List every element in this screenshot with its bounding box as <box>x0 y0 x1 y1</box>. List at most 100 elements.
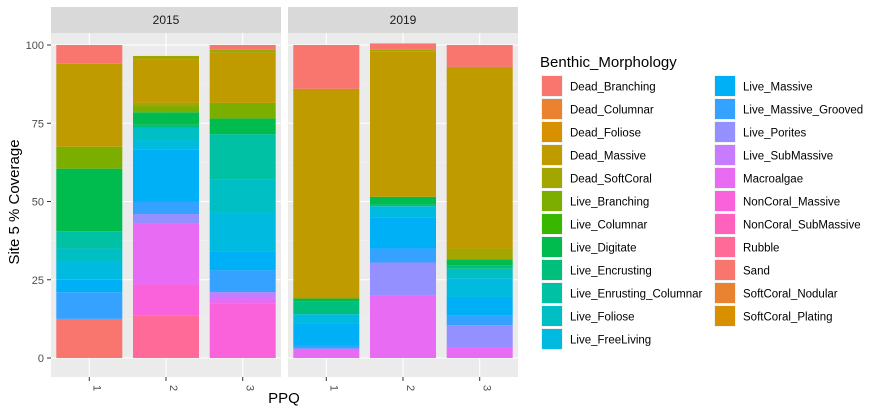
x-tick-label: 2 <box>404 385 416 391</box>
legend-label: Live_Branching <box>570 197 649 209</box>
bar-segment <box>446 268 513 279</box>
legend-label: Dead_Branching <box>570 82 656 94</box>
legend-label: SoftCoral_Plating <box>743 312 833 324</box>
legend-label: NonCoral_SubMassive <box>743 220 861 232</box>
bar-2019-2 <box>370 43 436 358</box>
legend-label: Dead_SoftCoral <box>570 174 652 186</box>
legend-swatch <box>715 168 735 188</box>
bar-segment <box>293 88 360 299</box>
legend-title: Benthic_Morphology <box>540 54 677 71</box>
bar-segment <box>56 292 123 319</box>
legend-item: Live_Branching <box>541 190 649 212</box>
legend-swatch <box>542 214 562 234</box>
legend-item: SoftCoral_Plating <box>714 305 833 327</box>
bar-segment <box>209 298 276 304</box>
legend-item: Dead_Foliose <box>541 121 641 143</box>
bar-segment <box>133 315 199 358</box>
legend-item: Dead_Branching <box>541 75 656 97</box>
facet-strip <box>51 7 281 33</box>
y-tick-label: 0 <box>38 353 44 365</box>
legend-swatch <box>715 76 735 96</box>
bar-segment <box>370 295 436 358</box>
bar-segment <box>209 134 276 180</box>
bar-2015-1 <box>56 45 123 358</box>
bar-segment <box>370 217 436 249</box>
facet-strip <box>288 7 518 33</box>
legend-item: Live_Foliose <box>541 305 635 327</box>
legend-label: Live_Digitate <box>570 243 636 255</box>
legend-swatch <box>542 306 562 326</box>
legend-label: Live_SubMassive <box>743 151 833 163</box>
bar-segment <box>56 45 123 64</box>
legend-label: Dead_Foliose <box>570 128 641 140</box>
bar-segment <box>209 251 276 271</box>
bar-2015-3 <box>209 45 276 358</box>
bar-segment <box>370 262 436 296</box>
bar-segment <box>209 52 276 103</box>
bar-segment <box>209 212 276 252</box>
legend-item: Sand <box>714 259 770 281</box>
bar-segment <box>370 206 436 218</box>
bar-segment <box>446 248 513 260</box>
legend-item: Live_Massive_Grooved <box>714 98 863 120</box>
legend-label: Live_Massive_Grooved <box>743 105 863 117</box>
x-tick-label: 1 <box>327 385 339 391</box>
legend-label: Live_Columnar <box>570 220 648 232</box>
bar-segment <box>370 248 436 263</box>
legend-item: Dead_Columnar <box>541 98 654 120</box>
bar-segment <box>56 318 123 358</box>
legend-swatch <box>542 191 562 211</box>
legend-label: Live_Porites <box>743 128 807 140</box>
bar-segment <box>293 45 360 89</box>
legend-label: Live_Enrusting_Columnar <box>570 289 702 301</box>
bar-segment <box>293 323 360 346</box>
legend-swatch <box>542 260 562 280</box>
legend-item: Rubble <box>714 236 779 258</box>
x-tick-label: 3 <box>481 385 493 391</box>
legend-label: SoftCoral_Nodular <box>743 289 838 301</box>
legend-label: Live_Foliose <box>570 312 635 324</box>
bar-segment <box>446 296 513 316</box>
legend-label: Sand <box>743 266 770 278</box>
bar-segment <box>133 149 199 202</box>
legend-item: Dead_Massive <box>541 144 646 166</box>
legend-item: Live_FreeLiving <box>541 328 651 350</box>
bar-segment <box>293 345 360 349</box>
bar-segment <box>209 102 276 119</box>
y-tick-label: 50 <box>32 197 44 209</box>
bar-segment <box>446 259 513 266</box>
bar-segment <box>370 51 436 197</box>
bar-segment <box>133 106 199 113</box>
bar-segment <box>133 201 199 215</box>
bar-segment <box>209 118 276 135</box>
legend-item: NonCoral_Massive <box>714 190 840 212</box>
bar-segment <box>56 260 123 280</box>
legend-swatch <box>715 306 735 326</box>
legend-swatch <box>715 122 735 142</box>
bar-segment <box>133 124 199 128</box>
bar-2019-3 <box>446 45 513 358</box>
bar-segment <box>56 248 123 261</box>
bar-segment <box>370 49 436 52</box>
bar-segment <box>209 292 276 299</box>
bar-segment <box>446 325 513 348</box>
legend-swatch <box>542 283 562 303</box>
legend-label: Dead_Columnar <box>570 105 654 117</box>
bar-segment <box>446 45 513 67</box>
legend-item: Live_Encrusting <box>541 259 652 281</box>
panel-2015: 2015 1 2 3 <box>51 7 281 391</box>
x-tick-label: 1 <box>90 385 102 391</box>
x-tick-label: 3 <box>244 385 256 391</box>
x-tick-label: 2 <box>167 385 179 391</box>
y-axis-title: Site 5 % Coverage <box>6 139 23 264</box>
bar-2015-2 <box>133 55 199 358</box>
bar-segment <box>133 127 199 141</box>
bar-segment <box>133 140 199 150</box>
bar-segment <box>133 55 199 60</box>
legend-label: Live_FreeLiving <box>570 335 651 347</box>
legend-item: Live_Digitate <box>541 236 636 258</box>
bar-segment <box>209 303 276 358</box>
bar-segment <box>370 204 436 207</box>
legend-swatch <box>715 99 735 119</box>
